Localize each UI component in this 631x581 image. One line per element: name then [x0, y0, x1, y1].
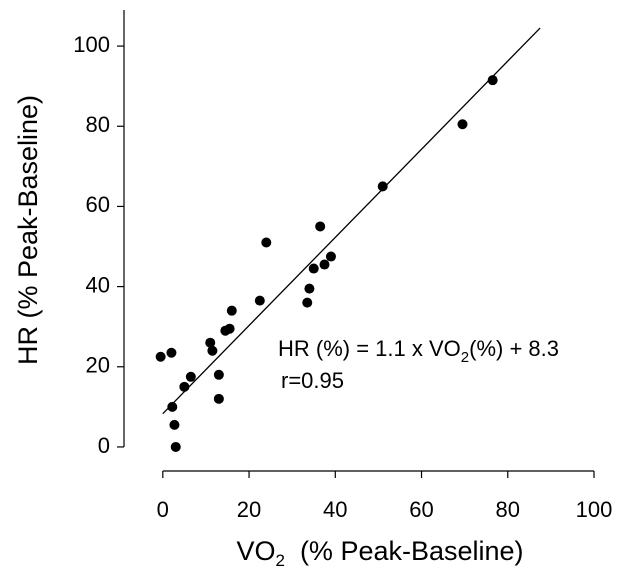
x-axis-label: VO2 (% Peak-Baseline) [236, 536, 523, 570]
x-tick-label: 100 [576, 497, 613, 522]
y-tick-label: 20 [86, 353, 110, 378]
point [377, 181, 388, 192]
y-tick-label: 100 [73, 32, 110, 57]
point [302, 297, 313, 308]
point [155, 351, 166, 362]
point [166, 347, 177, 358]
point [213, 369, 224, 380]
point [325, 251, 336, 262]
point [304, 283, 315, 294]
fit-line [162, 27, 541, 415]
point [205, 337, 216, 348]
point [457, 119, 468, 130]
y-tick-label: 80 [86, 112, 110, 137]
y-tick-label: 40 [86, 272, 110, 297]
point [254, 295, 265, 306]
y-axis-label: HR (% Peak-Baseline) [13, 95, 43, 365]
point [226, 305, 237, 316]
point [169, 419, 180, 430]
point [224, 323, 235, 334]
y-tick-label: 60 [86, 192, 110, 217]
annotation: r=0.95 [281, 368, 344, 393]
annotation: HR (%) = 1.1 x VO2(%) + 8.3 [278, 336, 559, 366]
y-tick-label: 0 [98, 433, 110, 458]
point [167, 401, 178, 412]
point [185, 371, 196, 382]
point [315, 221, 326, 232]
x-tick-label: 80 [496, 497, 520, 522]
point [487, 75, 498, 86]
x-tick-label: 0 [157, 497, 169, 522]
x-tick-label: 40 [323, 497, 347, 522]
point [308, 263, 319, 274]
point [319, 259, 330, 270]
point [213, 393, 224, 404]
x-tick-label: 60 [409, 497, 433, 522]
point [179, 381, 190, 392]
point [170, 441, 181, 452]
x-tick-label: 20 [237, 497, 261, 522]
point [261, 237, 272, 248]
point [207, 345, 218, 356]
